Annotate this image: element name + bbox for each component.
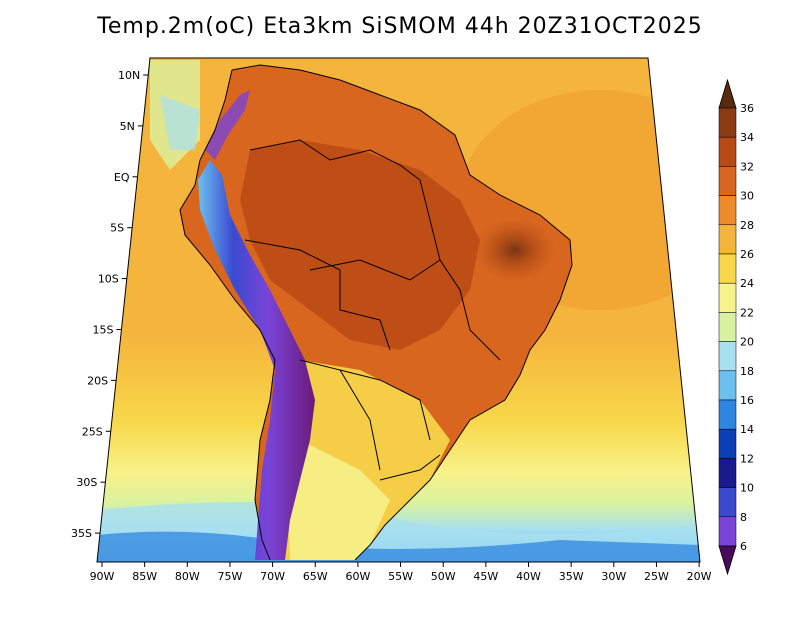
map-title: Temp.2m(oC) Eta3km SiSMOM 44h 20Z31OCT20… — [97, 14, 703, 39]
country-borders — [179, 64, 573, 561]
colorbar-label: 20 — [740, 336, 754, 349]
colorbar-swatch — [718, 370, 737, 401]
lat-tick-label: 25S — [82, 425, 103, 438]
lat-tick-label: 10N — [118, 69, 140, 82]
lat-ticks: 10N 5N EQ 5S 10S 15S 20S 25S 30S 35S — [71, 69, 149, 540]
colorbar-swatch — [718, 136, 737, 167]
lat-tick-label: 35S — [71, 527, 92, 540]
colorbar-swatch — [718, 399, 737, 430]
colorbar-label: 10 — [740, 482, 754, 495]
colorbar-label: 30 — [740, 190, 754, 203]
colorbar-label: 6 — [740, 540, 747, 553]
colorbar-label: 28 — [740, 219, 754, 232]
lon-tick-label: 90W — [90, 570, 115, 583]
lon-tick-label: 80W — [175, 570, 200, 583]
coastline-east — [231, 64, 573, 561]
lat-tick-label: 10S — [98, 273, 119, 286]
lon-tick-label: 20W — [687, 570, 712, 583]
colorbar-swatch — [718, 195, 737, 226]
lon-tick-label: 75W — [218, 570, 243, 583]
lon-ticks: 90W 85W 80W 75W 70W 65W 60W 55W 50W 45W 40W 35W 30W 2… — [90, 562, 712, 583]
colorbar-label: 14 — [740, 423, 754, 436]
colorbar-label: 8 — [740, 511, 747, 524]
colorbar-label: 12 — [740, 452, 754, 465]
colorbar-swatch — [718, 166, 737, 196]
colorbar-label: 24 — [740, 277, 754, 290]
colorbar-label: 18 — [740, 365, 754, 378]
lon-tick-label: 25W — [644, 570, 669, 583]
southern-cone-cool — [288, 440, 390, 560]
lon-tick-label: 85W — [132, 570, 157, 583]
colorbar-label: 32 — [740, 160, 754, 173]
lon-tick-label: 40W — [516, 570, 541, 583]
colorbar-label: 16 — [740, 394, 754, 407]
lon-tick-label: 35W — [559, 570, 584, 583]
coastline-west — [179, 69, 276, 561]
border-uruguay — [379, 454, 441, 481]
colorbar-bottom-arrow — [718, 545, 737, 576]
lat-tick-label: 30S — [76, 476, 97, 489]
border-brazil-states-2 — [309, 259, 441, 281]
lat-tick-label: 5S — [110, 222, 124, 235]
colorbar-swatch — [718, 224, 737, 255]
map-frame — [96, 57, 701, 563]
colorbar-label: 22 — [740, 306, 754, 319]
south-colder-band — [97, 531, 700, 562]
colorbar: 36 34 32 30 28 26 24 22 20 18 16 14 12 10 8 6 — [718, 78, 754, 576]
pacific-cold-area — [160, 95, 200, 150]
colorbar-label: 26 — [740, 248, 754, 261]
hot-interior — [240, 140, 480, 350]
lon-tick-label: 65W — [303, 570, 328, 583]
colorbar-swatch — [718, 458, 737, 488]
lon-tick-label: 45W — [473, 570, 498, 583]
lon-tick-label: 30W — [601, 570, 626, 583]
lat-tick-label: 15S — [92, 324, 113, 337]
lon-tick-label: 55W — [388, 570, 413, 583]
colorbar-swatch — [718, 312, 737, 342]
colorbar-swatch — [718, 428, 737, 459]
border-argentina — [299, 359, 381, 471]
map-domain — [97, 58, 700, 562]
border-bolivia — [244, 239, 391, 351]
colorbar-swatch — [718, 282, 737, 313]
border-paraguay — [339, 369, 431, 441]
lon-tick-label: 50W — [431, 570, 456, 583]
lon-tick-label: 70W — [260, 570, 285, 583]
lon-tick-label: 60W — [345, 570, 370, 583]
colorbar-label: 34 — [740, 131, 754, 144]
colorbar-label: 36 — [740, 102, 754, 115]
andes-cold-strip — [198, 160, 315, 560]
colorbar-swatch — [718, 253, 737, 284]
colorbar-swatch — [718, 487, 737, 518]
colorbar-swatch — [718, 341, 737, 372]
colorbar-top-arrow — [718, 78, 737, 109]
colorbar-swatch — [718, 516, 737, 547]
andes-north-strip — [205, 90, 250, 160]
lat-tick-label: EQ — [114, 171, 130, 184]
border-brazil-states-1 — [419, 179, 501, 361]
colorbar-swatch — [718, 107, 737, 138]
lat-tick-label: 5N — [120, 120, 135, 133]
border-north — [249, 139, 421, 181]
lat-tick-label: 20S — [87, 374, 108, 387]
northeast-hot-spot — [475, 218, 555, 282]
